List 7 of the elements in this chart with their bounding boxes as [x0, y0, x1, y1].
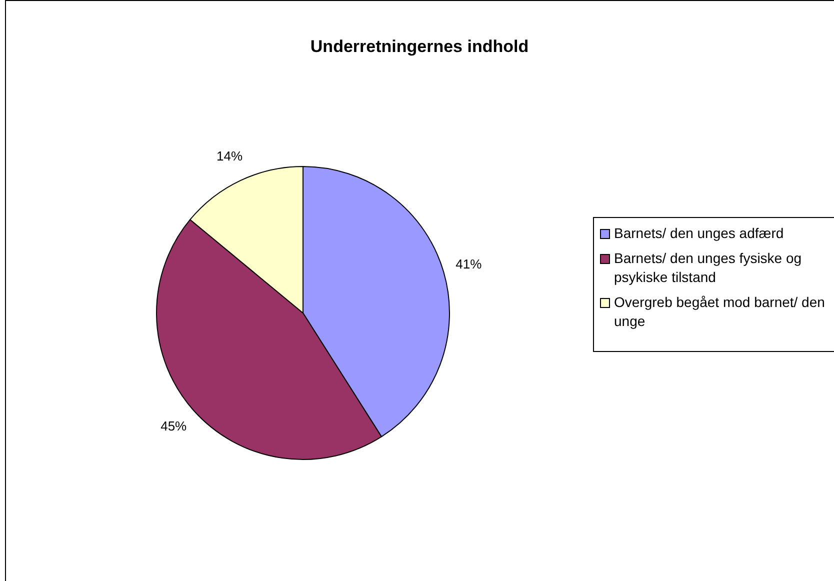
- chart-title: Underretningernes indhold: [309, 37, 530, 57]
- data-label: 41%: [456, 256, 482, 272]
- legend-label: Overgreb begået mod barnet/ den unge: [614, 293, 826, 331]
- data-label: 14%: [216, 148, 243, 164]
- data-label: 45%: [160, 418, 188, 434]
- legend-label: Barnets/ den unges adfærd: [614, 224, 784, 243]
- legend-label: Barnets/ den unges fysiske og psykiske tilstand: [614, 249, 803, 287]
